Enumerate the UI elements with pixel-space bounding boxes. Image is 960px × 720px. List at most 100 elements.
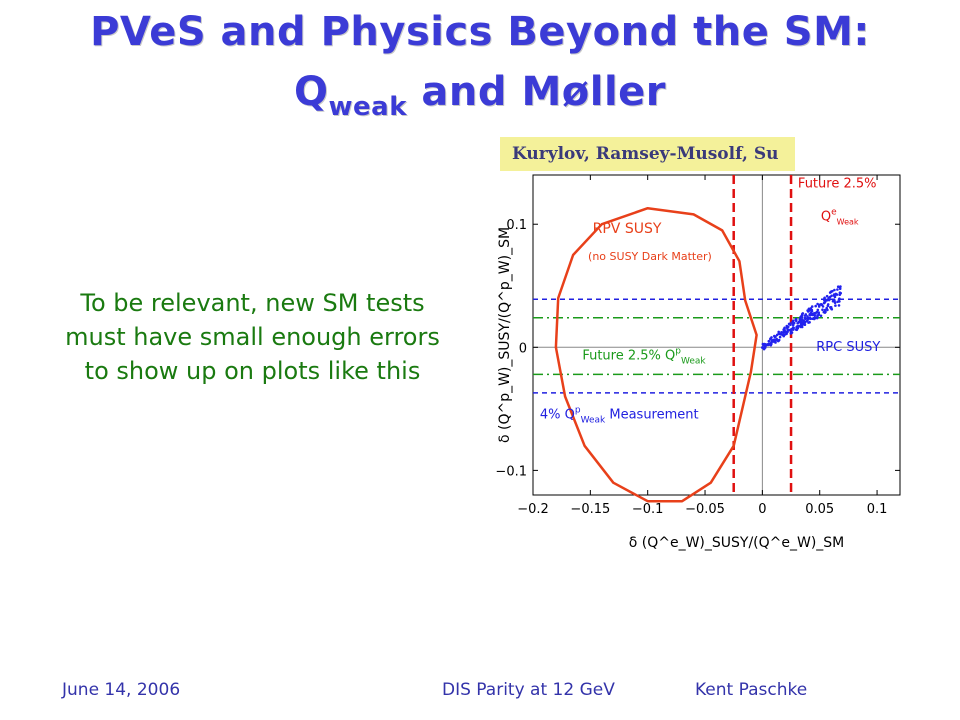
rpc-point: [792, 319, 795, 323]
rpc-point: [834, 304, 837, 307]
rpv-susy-contour: [554, 206, 758, 503]
rpc-point: [795, 325, 798, 329]
rpc-point: [774, 341, 777, 344]
rpc-point: [780, 331, 783, 334]
slide-title-line2: Qweak and Møller: [0, 70, 960, 129]
rpc-point: [814, 311, 817, 315]
rpc-point: [778, 335, 782, 339]
rpc-point: [806, 315, 809, 318]
body-text: To be relevant, new SM tests must have s…: [65, 289, 440, 385]
x-tick-label: −0.2: [517, 502, 549, 517]
rpc-point: [819, 314, 823, 318]
rpc-point: [838, 291, 842, 294]
rpc-point: [789, 322, 792, 325]
rpc-point: [803, 322, 806, 326]
rpc-point: [806, 309, 809, 312]
rpc-point: [798, 318, 802, 321]
rpc-point: [834, 292, 838, 296]
rpc-point: [782, 331, 785, 334]
rpc-point: [769, 337, 772, 341]
rpc-point: [805, 319, 809, 323]
rpc-point: [832, 294, 836, 297]
rpc-point: [812, 317, 816, 320]
rpc-point: [794, 328, 798, 331]
rpc-point: [808, 309, 812, 312]
rpc-point: [830, 294, 833, 298]
rpc-point: [825, 294, 829, 298]
footer-event: DIS Parity at 12 GeV: [442, 680, 615, 700]
rpc-point: [817, 311, 820, 314]
rpc-point: [770, 339, 774, 343]
rpc-point: [777, 332, 780, 335]
rpc-point: [777, 330, 780, 334]
rpc-point: [767, 343, 770, 347]
rpc-point: [799, 321, 802, 325]
rpc-point: [800, 325, 804, 329]
slide-title-line1: PVeS and Physics Beyond the SM:: [90, 9, 870, 55]
rpc-point: [839, 285, 842, 288]
rpc-point: [773, 338, 777, 342]
rpc-point: [822, 297, 826, 301]
x-tick-label: −0.05: [685, 502, 725, 517]
y-tick-label: 0: [519, 341, 527, 356]
rpc-point: [783, 326, 786, 330]
rpc-point: [777, 339, 780, 343]
rpc-point: [801, 314, 804, 317]
rpc-point: [784, 333, 787, 336]
rpc-point: [774, 335, 777, 339]
rpc-point: [836, 288, 839, 291]
rpc-point: [817, 313, 821, 316]
y-tick-label: 0.1: [506, 218, 527, 233]
title-and-moller: and Møller: [407, 69, 667, 115]
plot-frame: [532, 174, 901, 496]
future-qp-label: Future 2.5% QpWeak: [582, 347, 706, 367]
rpc-point: [823, 308, 827, 312]
rpc-point: [801, 322, 804, 325]
measurement-label: 4% QpWeak Measurement: [540, 406, 699, 426]
rpc-point: [804, 313, 808, 316]
rpc-point: [796, 322, 799, 325]
title-weak-subscript: weak: [328, 92, 407, 122]
rpc-point: [826, 304, 830, 308]
rpc-point: [828, 291, 832, 294]
rpc-point: [837, 298, 841, 301]
rpc-point: [822, 301, 826, 305]
credit-box: Kurylov, Ramsey-Musolf, Su: [500, 137, 795, 171]
rpc-point: [819, 303, 823, 306]
rpc-point: [785, 324, 789, 328]
title-q: Q: [293, 69, 329, 115]
rpv-susy-label: RPV SUSY: [593, 221, 662, 237]
x-tick-label: 0: [758, 502, 766, 517]
rpc-point: [829, 307, 833, 310]
rpc-point: [810, 305, 814, 308]
x-tick-label: −0.15: [570, 502, 610, 517]
rpc-point: [769, 343, 773, 346]
rpc-point: [762, 347, 766, 351]
future-qe-symbol: QeWeak: [821, 208, 859, 227]
rpc-point: [767, 339, 771, 343]
rpc-susy-label: RPC SUSY: [816, 340, 880, 355]
rpc-point: [833, 288, 836, 292]
rpc-point: [827, 298, 831, 302]
rpc-point: [764, 343, 767, 346]
rpc-point: [817, 304, 821, 307]
x-axis-title: δ (Q^e_W)_SUSY/(Q^e_W)_SM: [629, 535, 845, 551]
credit-text: Kurylov, Ramsey-Musolf, Su: [512, 144, 779, 164]
rpc-point: [761, 346, 764, 349]
y-tick-label: −0.1: [495, 464, 527, 479]
rpc-point: [838, 287, 842, 290]
future-qe-label: Future 2.5%: [798, 176, 877, 191]
rpc-point: [808, 316, 812, 320]
rpc-point: [803, 316, 807, 320]
x-tick-label: 0.05: [805, 502, 834, 517]
rpc-point: [815, 316, 819, 320]
rpc-point: [791, 322, 795, 326]
rpc-point: [801, 312, 805, 315]
rpc-point: [827, 296, 831, 300]
rpc-point: [821, 305, 825, 308]
rpv-susy-sublabel: (no SUSY Dark Matter): [588, 250, 712, 263]
rpc-point: [795, 319, 798, 323]
rpc-point: [825, 299, 828, 302]
rpc-point: [782, 334, 785, 338]
rpc-point: [807, 321, 810, 324]
